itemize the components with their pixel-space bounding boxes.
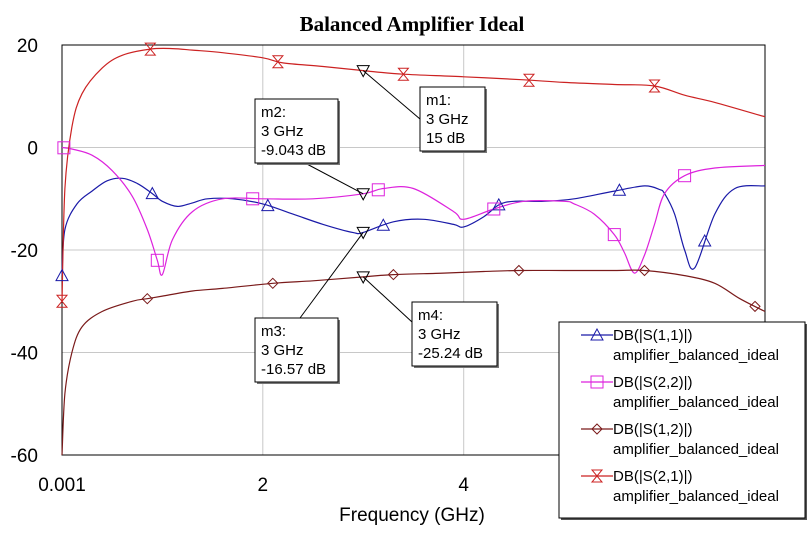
series-symbol-0	[491, 197, 506, 211]
legend: DB(|S(1,1)|) amplifier_balanced_ideal DB(|…	[558, 321, 807, 520]
series-symbol-2	[749, 300, 761, 313]
marker-text-m1: 15 dB	[426, 130, 465, 147]
y-tick-label: -20	[11, 241, 38, 262]
series-symbol-0	[697, 233, 712, 247]
x-tick-label: 4	[458, 475, 469, 496]
marker-text-m2: m2:	[261, 104, 286, 121]
marker-symbol-m4	[356, 271, 371, 284]
marker-leader-m3	[299, 232, 364, 319]
series-symbol-0	[612, 183, 627, 196]
marker-text-m1: 3 GHz	[426, 111, 469, 128]
series-line-1	[61, 146, 766, 276]
marker-box-m4	[411, 301, 498, 367]
series-symbol-2	[513, 264, 525, 277]
marker-callouts: m1: 3 GHz 15 dB m2: 3 GHz -9.043 dB m3: 3 GHz -1…	[254, 65, 499, 384]
chart-title: Balanced Amplifier Ideal	[300, 12, 525, 36]
series-symbol-1	[150, 253, 164, 267]
series-symbol-2	[638, 264, 651, 277]
marker-leader-m4	[362, 276, 413, 323]
series-symbol-0	[376, 218, 391, 231]
legend-entry-name: DB(|S(2,2)|)	[613, 374, 692, 391]
series-line-0	[61, 177, 766, 276]
legend-entry-name: DB(|S(1,2)|)	[613, 421, 692, 438]
marker-text-m1: m1:	[426, 92, 451, 109]
marker-text-m3: 3 GHz	[261, 342, 304, 359]
series-symbol-2	[387, 268, 400, 281]
series-symbols	[55, 42, 761, 313]
legend-entry-subname: amplifier_balanced_ideal	[613, 394, 779, 411]
series-symbol-2	[267, 277, 279, 290]
legend-box	[558, 321, 806, 519]
series-symbol-1	[607, 228, 621, 242]
marker-text-m2: 3 GHz	[261, 123, 304, 140]
marker-leader-m1	[362, 70, 421, 120]
y-axis-ticks: 20 0 -20 -40 -60	[11, 36, 38, 467]
y-tick-label: -60	[11, 446, 38, 467]
x-tick-label: 0.001	[38, 475, 86, 496]
x-axis-ticks: 0.001 2 4	[38, 475, 469, 496]
marker-symbol-m3	[356, 226, 371, 240]
marker-leader-m2	[304, 162, 364, 195]
series-line-3	[61, 47, 766, 302]
legend-swatch-symbol	[590, 375, 604, 389]
marker-text-m2: -9.043 dB	[261, 142, 326, 159]
marker-box-m2	[254, 98, 339, 164]
marker-text-m3: -16.57 dB	[261, 361, 326, 378]
plot-frame	[61, 44, 766, 456]
x-tick-label: 2	[258, 475, 269, 496]
y-tick-label: -40	[11, 344, 38, 365]
series-symbol-3	[522, 73, 536, 87]
x-axis-label: Frequency (GHz)	[339, 505, 485, 526]
legend-swatch-symbol	[590, 327, 604, 341]
legend-entry-subname: amplifier_balanced_ideal	[613, 347, 779, 364]
marker-box-m1	[419, 86, 486, 152]
marker-text-m4: -25.24 dB	[418, 345, 483, 362]
marker-symbol-m1	[356, 65, 371, 78]
series-symbol-3	[144, 42, 157, 56]
legend-entry-name: DB(|S(1,1)|)	[613, 327, 692, 344]
marker-symbol-m2	[356, 188, 371, 201]
marker-text-m4: m4:	[418, 307, 443, 324]
legend-swatch-symbol	[590, 469, 604, 483]
marker-box-m3	[254, 317, 339, 383]
legend-entry-name: DB(|S(2,1)|)	[613, 468, 692, 485]
legend-swatch-symbol	[591, 423, 603, 435]
legend-entry-subname: amplifier_balanced_ideal	[613, 441, 779, 458]
series-symbol-0	[55, 268, 69, 282]
series-symbol-1	[371, 183, 385, 197]
series-symbol-0	[145, 186, 160, 200]
y-tick-label: 20	[17, 36, 38, 57]
series-symbol-3	[648, 79, 661, 93]
legend-entry-subname: amplifier_balanced_ideal	[613, 488, 779, 505]
y-tick-label: 0	[27, 139, 38, 160]
series-symbol-2	[141, 292, 154, 305]
series-symbol-3	[271, 55, 284, 69]
series-layer	[61, 47, 766, 456]
series-symbol-1	[57, 141, 71, 155]
series-symbol-1	[487, 202, 501, 216]
marker-text-m4: 3 GHz	[418, 326, 461, 343]
series-symbol-1	[246, 192, 260, 206]
series-symbol-0	[260, 198, 275, 212]
series-line-2	[61, 269, 766, 456]
series-symbol-3	[55, 294, 69, 308]
series-symbol-1	[678, 169, 692, 183]
marker-text-m3: m3:	[261, 323, 286, 340]
series-symbol-3	[397, 67, 410, 81]
